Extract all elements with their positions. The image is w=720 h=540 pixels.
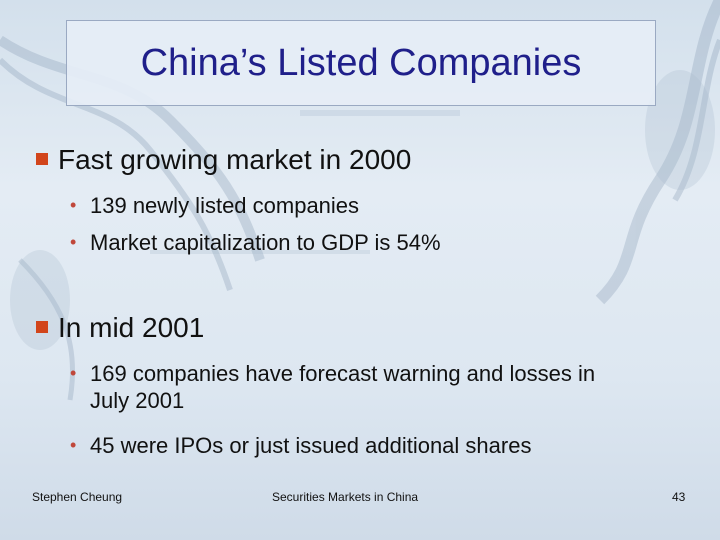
dot-bullet-icon: • (70, 435, 77, 455)
footer-course: Securities Markets in China (272, 490, 419, 504)
title-box: China’s Listed Companies (66, 20, 656, 106)
bullet-item: • 45 were IPOs or just issued additional… (70, 432, 690, 459)
dot-bullet-icon: • (70, 195, 77, 215)
square-bullet-icon (36, 153, 48, 165)
bullet-text: 169 companies have forecast warning and … (90, 361, 596, 413)
bullet-item: • 139 newly listed companies (70, 192, 690, 219)
bullet-item: • 169 companies have forecast warning an… (70, 360, 630, 414)
bullet-text: 139 newly listed companies (90, 193, 360, 218)
bullet-text: 45 were IPOs or just issued additional s… (90, 433, 532, 458)
section-heading-text: Fast growing market in 2000 (58, 144, 412, 175)
bullet-item: • Market capitalization to GDP is 54% (70, 229, 690, 256)
section-heading: Fast growing market in 2000 (36, 144, 411, 176)
bullet-text: Market capitalization to GDP is 54% (90, 230, 441, 255)
dot-bullet-icon: • (70, 363, 77, 383)
section-heading: In mid 2001 (36, 312, 204, 344)
square-bullet-icon (36, 321, 48, 333)
section-heading-text: In mid 2001 (58, 312, 205, 343)
slide-title: China’s Listed Companies (140, 41, 582, 84)
footer-author: Stephen Cheung (32, 490, 123, 504)
footer-page-number: 43 (672, 490, 686, 504)
dot-bullet-icon: • (70, 232, 77, 252)
